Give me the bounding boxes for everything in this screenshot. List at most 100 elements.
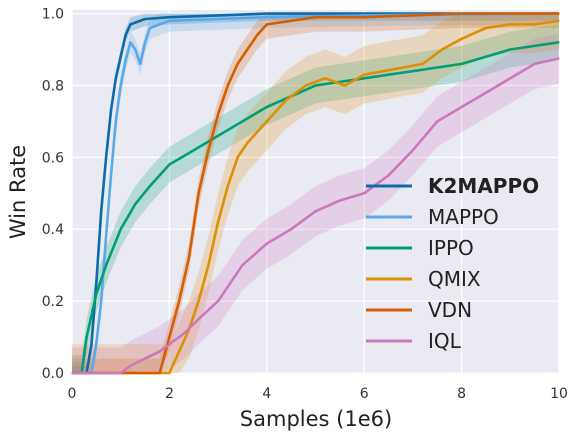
data-point-iql-7: [198, 318, 200, 320]
data-point-vdn-17: [461, 12, 463, 15]
data-point-qmix-22: [509, 23, 511, 25]
data-point-ippo-23: [534, 45, 536, 47]
x-tick-label-1: 2: [165, 386, 174, 402]
y-axis-label: Win Rate: [6, 145, 30, 239]
data-point-k2mappo-2: [90, 343, 93, 345]
data-point-mappo-7: [120, 84, 122, 87]
data-point-qmix-10: [266, 120, 268, 123]
data-point-mappo-11: [139, 63, 141, 65]
data-point-iql-13: [339, 199, 341, 202]
data-point-qmix-9: [246, 142, 248, 144]
legend-label-mappo: MAPPO: [428, 205, 499, 229]
data-point-ippo-20: [461, 63, 463, 65]
y-tick-label-1: 0.2: [42, 294, 64, 310]
data-point-ippo-5: [120, 228, 122, 230]
data-point-iql-22: [558, 57, 560, 60]
band-iql: [72, 33, 559, 374]
data-point-ippo-24: [558, 41, 560, 43]
series-line-vdn: [72, 12, 559, 375]
series-lines: [71, 12, 560, 375]
data-point-mappo-15: [168, 20, 170, 22]
data-point-vdn-6: [207, 149, 209, 151]
data-point-ippo-11: [241, 120, 244, 123]
data-point-iql-16: [412, 149, 414, 151]
data-point-qmix-5: [207, 264, 209, 266]
data-point-iql-20: [509, 77, 511, 79]
data-point-ippo-10: [217, 135, 219, 137]
data-point-k2mappo-3: [95, 282, 97, 284]
data-point-qmix-1: [168, 372, 170, 374]
data-point-qmix-24: [558, 20, 560, 22]
data-point-mappo-13: [149, 27, 151, 29]
x-tick-labels: 0 2 4 6 8 10: [68, 386, 568, 402]
data-point-k2mappo-11: [144, 18, 146, 20]
data-point-iql-2: [129, 365, 132, 367]
data-point-ippo-8: [168, 163, 170, 166]
band-ippo: [72, 24, 559, 374]
x-axis-label: Samples (1e6): [240, 407, 392, 431]
data-point-vdn-5: [198, 192, 200, 194]
data-point-vdn-9: [236, 63, 239, 65]
data-point-qmix-16: [383, 70, 385, 72]
data-point-iql-4: [159, 350, 161, 353]
data-point-ippo-9: [193, 149, 195, 151]
data-point-vdn-11: [256, 34, 258, 36]
data-point-qmix-7: [227, 185, 229, 187]
data-point-vdn-3: [178, 300, 180, 302]
data-point-vdn-7: [217, 113, 219, 115]
data-point-vdn-2: [168, 336, 170, 338]
data-point-k2mappo-8: [120, 56, 122, 58]
data-point-mappo-3: [100, 300, 102, 302]
data-point-mappo-16: [217, 18, 219, 20]
x-tick-label-5: 10: [550, 386, 568, 402]
data-point-vdn-4: [188, 257, 190, 259]
data-point-qmix-12: [305, 84, 307, 87]
data-point-iql-8: [217, 300, 219, 302]
data-point-iql-11: [290, 228, 292, 230]
data-point-k2mappo-4: [100, 210, 102, 212]
data-point-ippo-16: [363, 77, 365, 79]
data-point-mappo-14: [159, 23, 161, 25]
data-point-vdn-15: [363, 16, 365, 18]
data-point-k2mappo-14: [266, 12, 268, 15]
legend: K2MAPPO MAPPO IPPO QMIX VDN IQL: [366, 174, 539, 353]
data-point-k2mappo-10: [129, 23, 132, 25]
legend-label-qmix: QMIX: [428, 267, 481, 291]
data-point-iql-0: [71, 372, 73, 374]
data-point-qmix-14: [344, 84, 346, 87]
data-point-vdn-1: [159, 372, 161, 374]
legend-label-k2mappo: K2MAPPO: [428, 174, 539, 198]
data-point-iql-15: [387, 174, 390, 176]
x-tick-label-3: 6: [360, 386, 369, 402]
data-point-qmix-20: [461, 38, 463, 40]
data-point-iql-3: [144, 358, 146, 360]
data-point-ippo-4: [105, 264, 107, 266]
data-point-mappo-9: [129, 41, 132, 43]
y-tick-label-0: 0.0: [42, 366, 64, 382]
y-tick-label-4: 0.8: [42, 78, 64, 94]
data-point-ippo-21: [485, 56, 487, 58]
data-point-qmix-11: [285, 99, 287, 101]
data-point-qmix-21: [485, 27, 487, 29]
data-point-vdn-18: [509, 12, 511, 15]
data-point-iql-21: [534, 63, 536, 65]
data-point-qmix-19: [441, 48, 443, 51]
data-point-ippo-18: [412, 70, 414, 72]
data-point-vdn-12: [266, 23, 268, 25]
y-tick-label-5: 1.0: [42, 7, 64, 23]
x-tick-label-4: 8: [457, 386, 466, 402]
data-point-k2mappo-6: [110, 110, 112, 112]
plot-background: [72, 10, 559, 373]
data-point-vdn-13: [290, 20, 292, 22]
data-point-vdn-8: [227, 84, 229, 87]
data-point-vdn-10: [246, 48, 248, 51]
data-point-ippo-22: [509, 48, 511, 51]
data-point-k2mappo-7: [115, 77, 117, 79]
data-point-k2mappo-15: [363, 12, 365, 15]
data-point-mappo-10: [134, 48, 136, 51]
data-point-ippo-3: [95, 293, 97, 295]
data-point-vdn-14: [314, 16, 317, 18]
data-point-ippo-19: [436, 66, 438, 69]
data-point-iql-14: [363, 192, 365, 194]
